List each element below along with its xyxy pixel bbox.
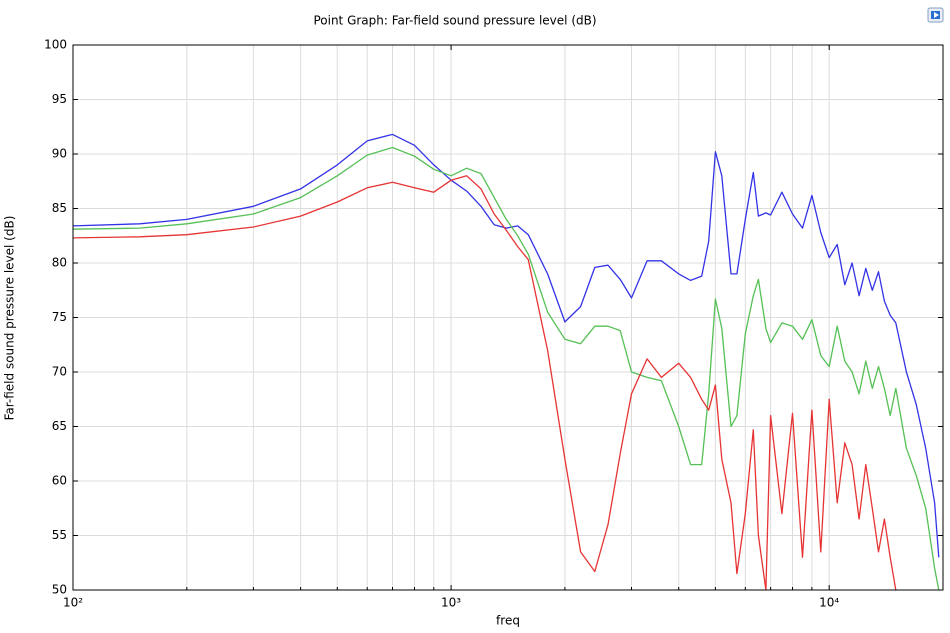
y-tick-label: 55 [52, 528, 67, 542]
y-tick-label: 95 [52, 92, 67, 106]
y-tick-label: 50 [52, 583, 67, 597]
chart-title: Point Graph: Far-field sound pressure le… [313, 14, 596, 28]
x-tick-label: 10³ [441, 596, 461, 610]
y-tick-label: 100 [44, 38, 67, 52]
series-line [73, 146, 940, 590]
export-icon[interactable] [927, 7, 944, 23]
x-axis-label: freq [496, 614, 520, 628]
y-tick-label: 90 [52, 147, 67, 161]
y-tick-label: 60 [52, 474, 67, 488]
series-line [73, 175, 897, 590]
y-axis-label: Far-field sound pressure level (dB) [3, 216, 17, 421]
x-tick-label: 10² [63, 596, 83, 610]
y-tick-label: 85 [52, 201, 67, 215]
series-line [73, 133, 940, 558]
y-tick-label: 75 [52, 310, 67, 324]
y-tick-label: 80 [52, 256, 67, 270]
lines [73, 133, 940, 590]
y-tick-label: 65 [52, 419, 67, 433]
y-tick-label: 70 [52, 365, 67, 379]
x-tick-label: 10⁴ [819, 596, 839, 610]
